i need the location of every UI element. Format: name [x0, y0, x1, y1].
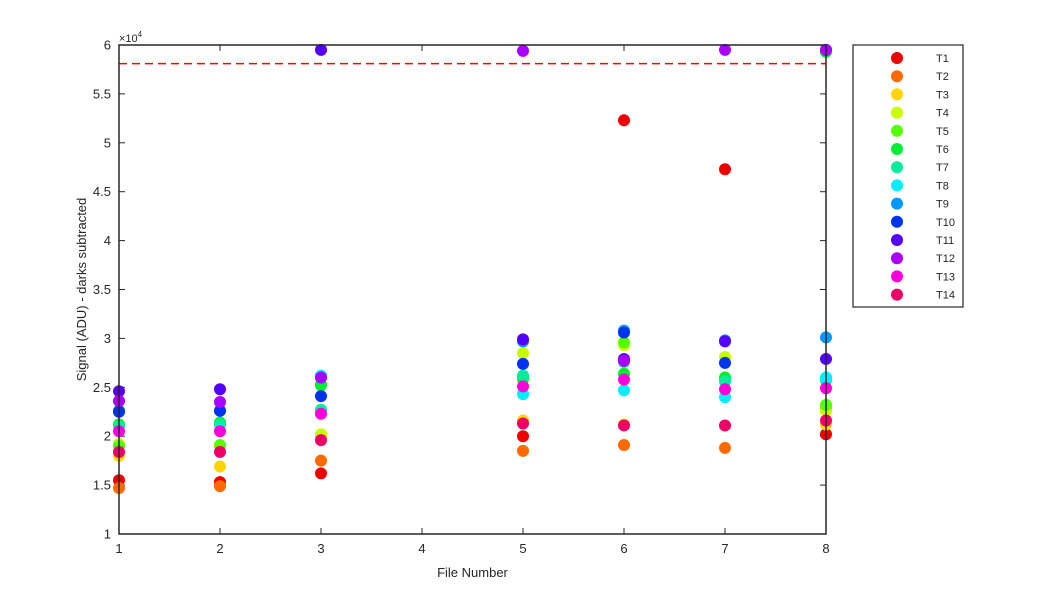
legend-label: T4: [936, 108, 949, 120]
data-point-t7: [517, 370, 529, 382]
data-point-t4: [517, 347, 529, 359]
data-point-t14: [719, 419, 731, 431]
legend-marker: [891, 88, 903, 100]
y-tick-label: 4.5: [93, 184, 111, 199]
legend-marker: [891, 198, 903, 210]
legend: T1 T2 T3 T4 T5 T6 T7 T8 T9 T10 T11 T12 T13 T14: [853, 45, 963, 307]
legend-marker: [891, 252, 903, 264]
legend-marker: [891, 161, 903, 173]
legend-marker: [891, 125, 903, 137]
data-point-t8: [618, 384, 630, 396]
y-tick-label: 5: [104, 135, 111, 150]
y-tick-label: 4: [104, 233, 111, 248]
legend-label: T7: [936, 162, 949, 174]
data-point-t13: [315, 408, 327, 420]
data-point-t1: [618, 114, 630, 126]
x-tick-label: 5: [519, 541, 526, 556]
data-point-t12: [315, 372, 327, 384]
legend-marker: [891, 107, 903, 119]
y-exponent-power: 4: [138, 30, 143, 39]
data-point-t10: [618, 327, 630, 339]
scatter-chart: 1 2 3 4 5 6 7 811.522.533.544.555.56 ×104 File …: [0, 0, 1050, 600]
data-point-t2: [517, 445, 529, 457]
data-point-t12: [618, 355, 630, 367]
data-point-t2: [719, 442, 731, 454]
data-point-t2: [315, 455, 327, 467]
legend-marker: [891, 179, 903, 191]
x-tick-label: 1: [115, 541, 122, 556]
legend-marker: [891, 289, 903, 301]
data-point-t13: [214, 425, 226, 437]
x-tick-label: 6: [620, 541, 627, 556]
legend-box: [853, 45, 963, 307]
axes-background: [119, 45, 826, 534]
legend-label: T11: [936, 235, 954, 247]
legend-label: T12: [936, 253, 955, 265]
x-tick-label: 4: [418, 541, 425, 556]
legend-marker: [891, 70, 903, 82]
legend-label: T2: [936, 71, 949, 83]
data-point-t2: [214, 480, 226, 492]
data-point-t14: [618, 419, 630, 431]
data-point-t12: [517, 45, 529, 57]
legend-marker: [891, 52, 903, 64]
legend-marker: [891, 234, 903, 246]
data-point-t13: [517, 380, 529, 392]
plot-area: [113, 44, 832, 534]
x-tick-label: 7: [721, 541, 728, 556]
y-axis-label: Signal (ADU) - darks subtracted: [74, 198, 89, 382]
data-point-t3: [214, 461, 226, 473]
x-tick-label: 8: [822, 541, 829, 556]
y-tick-label: 1.5: [93, 478, 111, 493]
legend-label: T6: [936, 144, 949, 156]
y-tick-label: 2.5: [93, 380, 111, 395]
y-tick-label: 3: [104, 331, 111, 346]
y-tick-label: 1: [104, 527, 111, 542]
legend-label: T14: [936, 290, 955, 302]
data-point-t11: [517, 333, 529, 345]
data-point-t1: [315, 467, 327, 479]
y-tick-label: 3.5: [93, 282, 111, 297]
data-point-t1: [517, 430, 529, 442]
data-point-t14: [315, 434, 327, 446]
legend-label: T1: [936, 53, 949, 65]
legend-label: T9: [936, 199, 949, 211]
data-point-t14: [517, 417, 529, 429]
legend-label: T5: [936, 126, 949, 138]
data-point-t2: [618, 439, 630, 451]
legend-label: T3: [936, 89, 949, 101]
data-point-t13: [618, 373, 630, 385]
legend-label: T8: [936, 180, 949, 192]
y-tick-label: 5.5: [93, 86, 111, 101]
y-exponent-base: ×10: [119, 33, 138, 45]
x-tick-label: 3: [317, 541, 324, 556]
data-point-t12: [214, 396, 226, 408]
legend-label: T13: [936, 271, 955, 283]
data-point-t13: [719, 383, 731, 395]
data-point-t14: [214, 446, 226, 458]
data-point-t10: [719, 357, 731, 369]
y-tick-label: 2: [104, 429, 111, 444]
data-point-t10: [315, 390, 327, 402]
x-tick-label: 2: [216, 541, 223, 556]
x-axis-label: File Number: [437, 565, 508, 580]
legend-marker: [891, 216, 903, 228]
data-point-t10: [517, 358, 529, 370]
data-point-t11: [719, 335, 731, 347]
y-tick-label: 6: [104, 38, 111, 53]
data-point-t11: [214, 383, 226, 395]
legend-marker: [891, 143, 903, 155]
legend-label: T10: [936, 217, 955, 229]
legend-marker: [891, 270, 903, 282]
data-point-t1: [719, 163, 731, 175]
